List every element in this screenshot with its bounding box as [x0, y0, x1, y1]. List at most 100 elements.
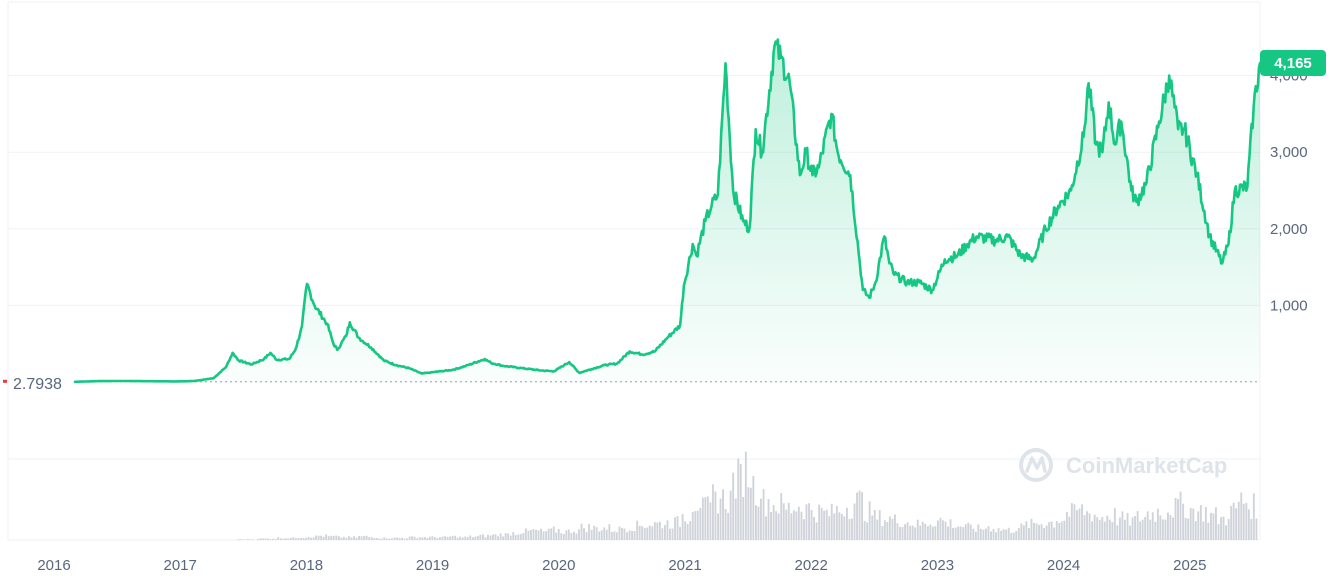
volume-bar [239, 539, 242, 540]
volume-bar [436, 538, 439, 540]
volume-bar [737, 458, 740, 540]
volume-bar [762, 489, 765, 540]
volume-bar [820, 507, 823, 540]
volume-bar [901, 527, 904, 540]
volume-bar [709, 502, 712, 540]
volume-bar [942, 520, 944, 540]
volume-bar [825, 509, 828, 540]
volume-bar [446, 536, 449, 540]
volume-bar [277, 537, 280, 540]
volume-bar [1038, 524, 1040, 540]
volume-bar [701, 497, 704, 540]
volume-bar [403, 538, 406, 540]
volume-bar [305, 537, 307, 540]
coinmarketcap-logo-icon [1019, 448, 1053, 482]
volume-bar [871, 515, 874, 540]
volume-bar [681, 514, 684, 540]
volume-bar [363, 535, 366, 540]
volume-bar [818, 504, 821, 540]
baseline-marker [3, 379, 7, 383]
volume-bar [835, 506, 838, 540]
volume-bar [487, 534, 489, 540]
volume-bar [805, 504, 808, 540]
volume-bar [269, 539, 272, 540]
volume-bar [540, 528, 542, 540]
volume-bar [853, 503, 856, 540]
volume-bar [411, 536, 414, 540]
volume-bar [610, 532, 613, 540]
volume-bar [904, 524, 906, 540]
volume-bar [997, 528, 1000, 540]
volume-bar [590, 529, 593, 540]
volume-bar [1081, 504, 1083, 540]
volume-bar [1068, 516, 1071, 540]
volume-bar [957, 526, 960, 540]
volume-bar [985, 528, 987, 540]
volume-bar [575, 533, 578, 540]
baseline-label: 2.7938 [13, 376, 62, 393]
volume-bar [560, 533, 563, 540]
volume-bar [1131, 517, 1134, 540]
volume-bar [1245, 502, 1248, 540]
volume-bar [894, 514, 896, 540]
volume-bar [934, 526, 937, 540]
volume-bar [332, 535, 335, 540]
volume-bar [830, 503, 833, 540]
volume-bar [648, 525, 651, 540]
x-tick-label: 2020 [542, 557, 575, 574]
volume-bar [1242, 503, 1245, 540]
volume-bar [380, 538, 383, 540]
volume-bar [530, 530, 532, 540]
volume-bar [760, 498, 762, 540]
volume-bar [863, 520, 866, 540]
volume-bar [671, 528, 674, 540]
volume-bar [517, 534, 520, 540]
volume-bar [317, 535, 320, 540]
volume-bar [896, 523, 899, 540]
volume-bar [312, 537, 315, 540]
volume-bar [977, 524, 980, 540]
volume-bar [565, 530, 568, 540]
volume-bar [964, 524, 967, 540]
volume-bar [810, 510, 813, 540]
volume-bar [752, 475, 755, 540]
volume-bar [1169, 515, 1172, 540]
volume-bar [618, 526, 621, 540]
volume-bar [562, 534, 565, 540]
volume-bar [744, 451, 747, 540]
volume-bar [1055, 521, 1058, 540]
volume-bar [567, 529, 570, 540]
x-tick-label: 2019 [416, 557, 449, 574]
volume-bar [479, 534, 482, 540]
volume-bar [348, 536, 350, 540]
volume-bar [775, 511, 778, 540]
volume-bar [322, 536, 325, 540]
volume-bar [325, 534, 328, 540]
volume-bar [1121, 511, 1124, 540]
x-tick-label: 2016 [37, 557, 70, 574]
volume-bar [1225, 525, 1227, 540]
volume-bar [724, 509, 727, 540]
volume-bar [937, 520, 939, 540]
volume-bar [583, 528, 585, 540]
volume-bar [274, 538, 277, 540]
volume-bar [444, 536, 446, 540]
volume-bar [656, 522, 659, 540]
volume-bars [236, 451, 1258, 540]
volume-bar [1020, 523, 1023, 540]
volume-bar [552, 526, 555, 540]
volume-bar [1093, 514, 1096, 540]
volume-bar [990, 531, 992, 540]
volume-bar [689, 521, 692, 540]
volume-bar [1017, 528, 1020, 540]
volume-bar [777, 513, 780, 540]
volume-bar [396, 537, 398, 540]
volume-bar [342, 536, 345, 540]
volume-bar [626, 532, 628, 540]
volume-bar [883, 520, 886, 540]
volume-bar [474, 536, 477, 540]
volume-bar [532, 529, 535, 540]
volume-bar [1043, 528, 1045, 540]
volume-bar [1184, 517, 1187, 540]
